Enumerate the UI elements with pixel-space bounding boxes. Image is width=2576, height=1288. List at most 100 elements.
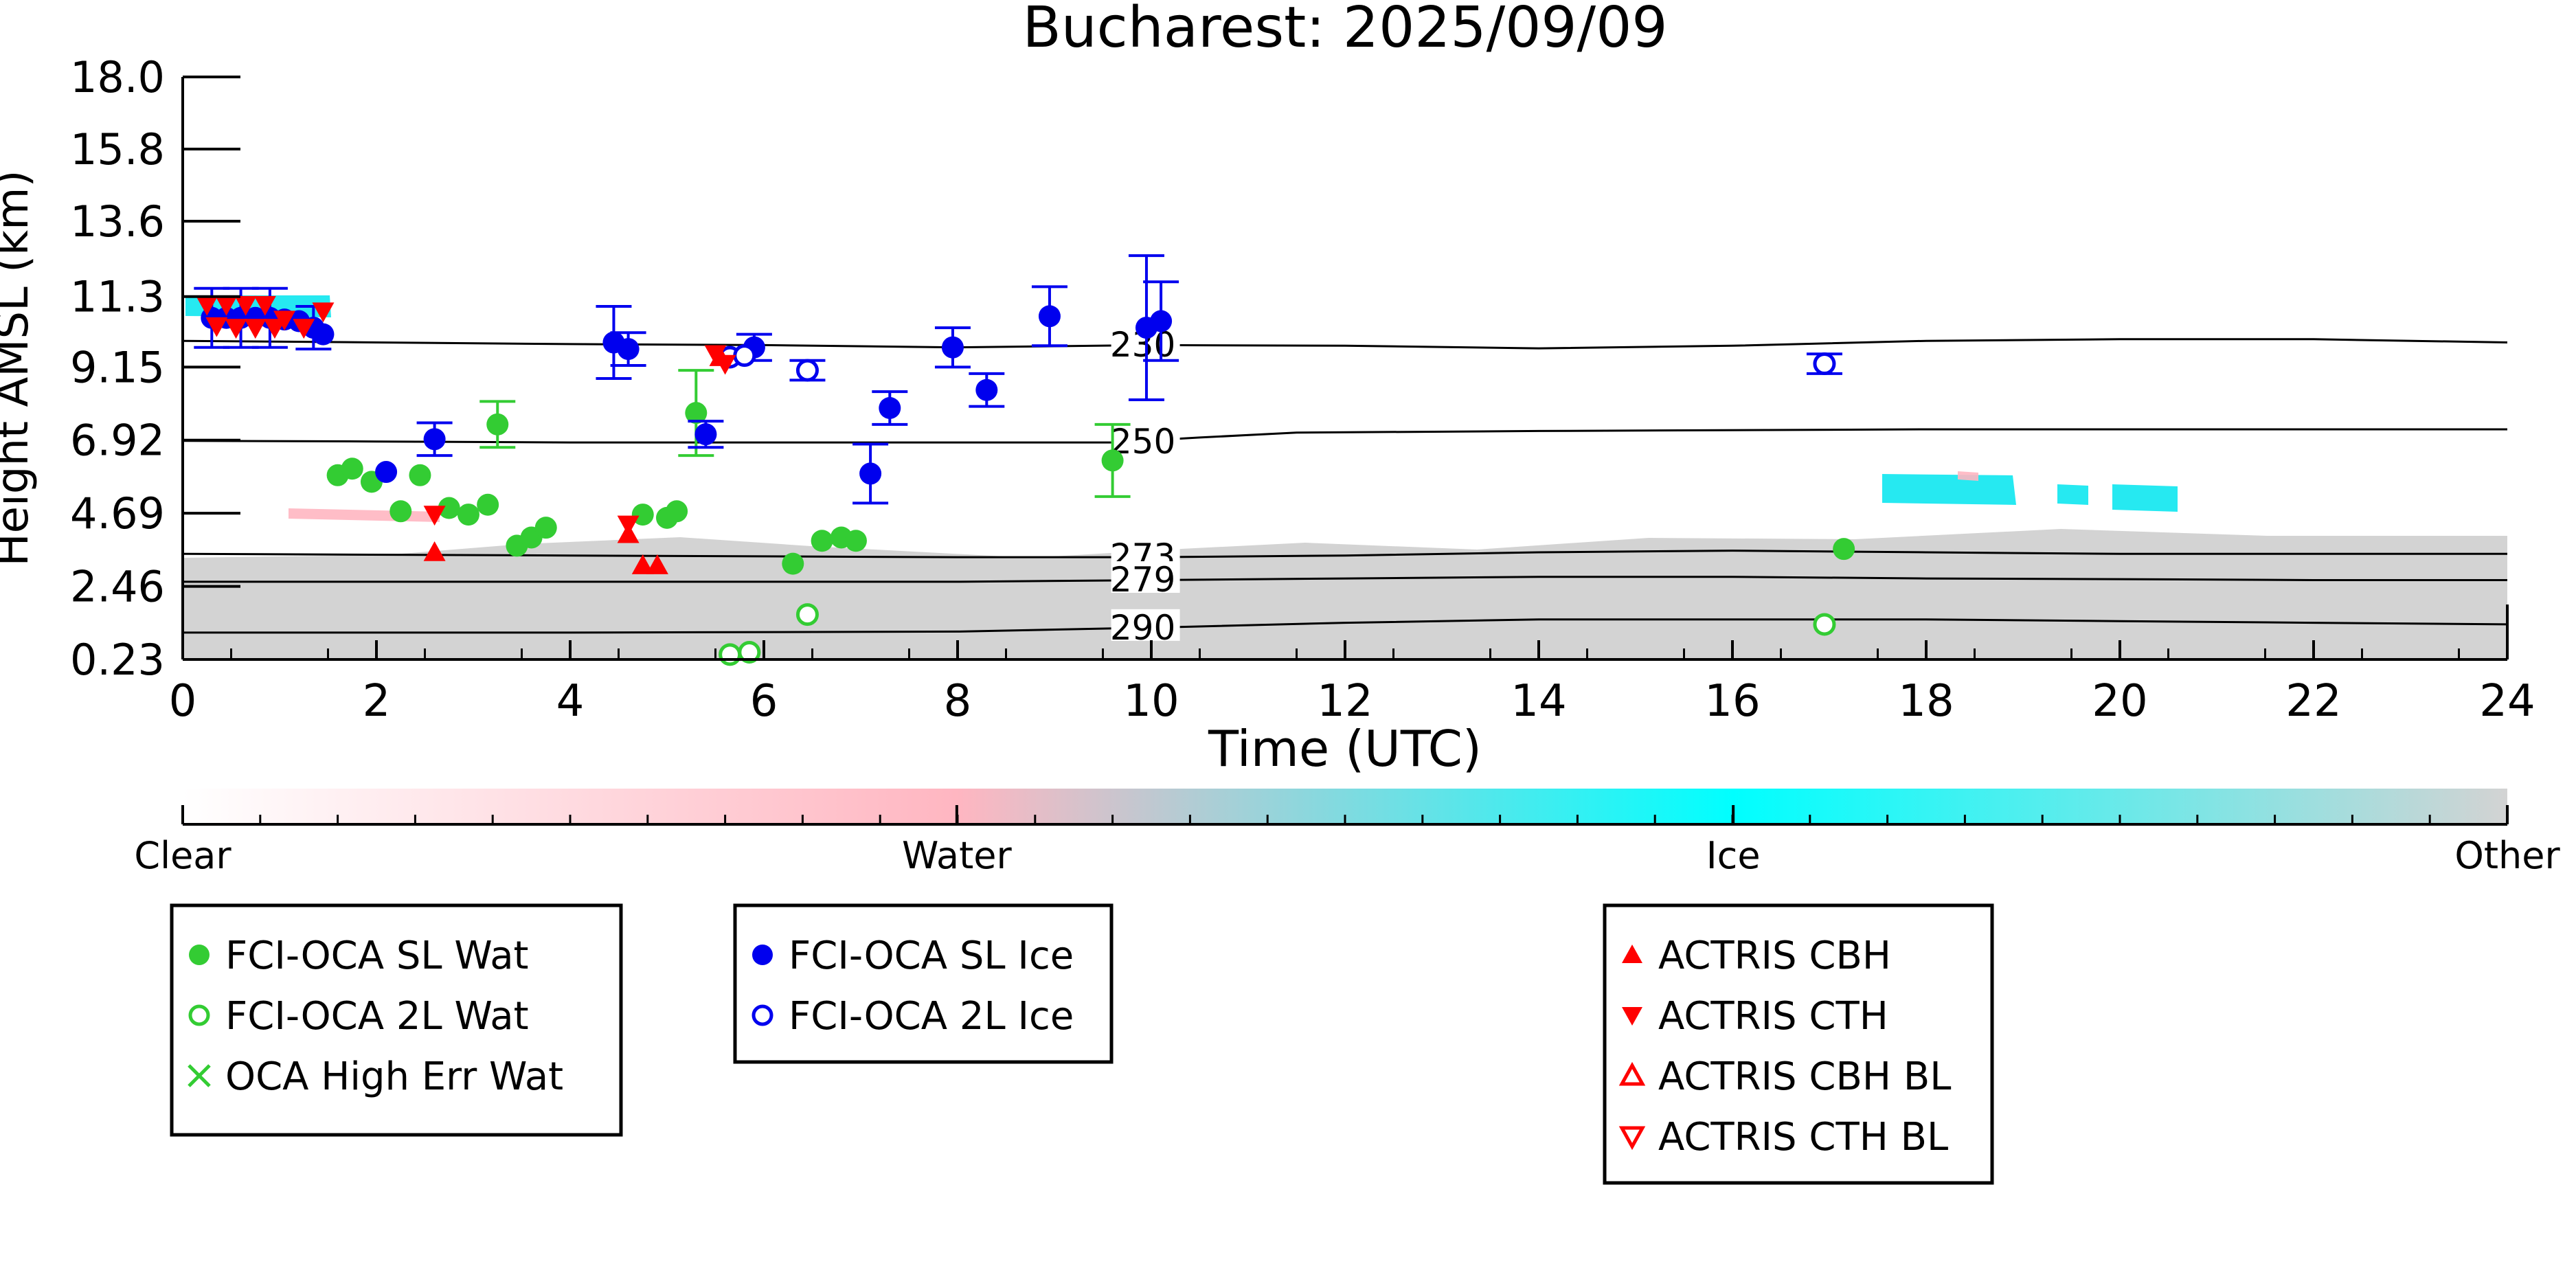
legend-marker: [1618, 1061, 1646, 1086]
data-point: [617, 515, 640, 536]
legend-frame: [170, 903, 623, 1137]
data-point: [795, 603, 819, 626]
legend-entry-label: ACTRIS CBH: [1658, 934, 1891, 978]
data-point: [1833, 538, 1855, 561]
data-point: [782, 552, 804, 575]
data-point: [389, 500, 412, 523]
legend-entry-label: FCI-OCA SL Ice: [789, 934, 1074, 978]
cloud-type-colorbar: Clear Water Ice Other: [134, 789, 2560, 877]
ice-cloud-region: [185, 295, 2178, 512]
data-point: [738, 641, 761, 664]
data-point: [534, 517, 557, 539]
x-tick-label: 18: [1898, 676, 1954, 727]
y-tick-label: 9.15: [70, 342, 165, 392]
x-tick-label: 12: [1317, 676, 1372, 727]
legend-entry-label: ACTRIS CTH BL: [1658, 1115, 1948, 1160]
data-point: [1150, 310, 1173, 332]
data-point: [423, 541, 446, 561]
series-actris-cth: [196, 295, 736, 536]
legend-marker: [1618, 1126, 1646, 1151]
x-tick-label: 16: [1704, 676, 1760, 727]
data-point: [196, 295, 218, 316]
data-point: [293, 319, 315, 339]
data-point: [312, 302, 335, 323]
data-point: [438, 497, 460, 519]
series-fci-oca-2l-ice: [719, 344, 1842, 382]
colorbar-ticks: [181, 805, 2509, 824]
legend-entry-label: ACTRIS CBH BL: [1658, 1054, 1951, 1099]
data-point: [1813, 613, 1836, 636]
legend-marker: [752, 945, 773, 965]
x-tick-label: 10: [1123, 676, 1179, 727]
data-point: [409, 464, 431, 486]
data-point: [646, 554, 668, 574]
data-point: [457, 504, 479, 526]
x-tick-label: 8: [944, 676, 972, 727]
data-point: [423, 428, 446, 451]
x-tick-label: 24: [2479, 676, 2535, 727]
contour-label-279: 279: [1110, 560, 1175, 600]
data-point: [215, 295, 238, 316]
data-point: [341, 457, 363, 480]
data-point: [685, 402, 708, 425]
data-point: [631, 504, 654, 526]
data-point: [263, 319, 286, 339]
data-point: [375, 461, 398, 484]
legend-marker: [1622, 945, 1642, 963]
y-tick-label: 6.92: [70, 416, 165, 466]
legend-marker: [188, 1064, 211, 1087]
data-point: [273, 310, 296, 331]
legend-box-3: ACTRIS CBH ACTRIS CTH ACTRIS CBH BL ACTRIS …: [1603, 903, 1994, 1185]
data-point: [617, 338, 640, 361]
data-point: [486, 413, 509, 436]
data-point: [234, 295, 257, 316]
data-point: [975, 379, 998, 401]
data-point: [811, 530, 833, 552]
series-fci-oca-sl-wat: [326, 369, 1855, 575]
contour-label-bg: [1111, 561, 1180, 593]
legend-box-2: FCI-OCA SL Ice FCI-OCA 2L Ice: [733, 903, 1114, 1064]
data-point: [244, 319, 267, 339]
data-point: [694, 423, 717, 446]
y-tick-label: 4.69: [70, 488, 165, 539]
colorbar-label-ice: Ice: [1706, 834, 1761, 877]
legends: FCI-OCA SL Wat FCI-OCA 2L Wat OCA High Err…: [170, 903, 1994, 1185]
series-fci-oca-2l-wat: [719, 603, 1836, 666]
data-point: [666, 500, 688, 523]
legend-frame: [733, 903, 1114, 1064]
data-point: [205, 317, 228, 337]
y-tick-label: 13.6: [70, 196, 165, 247]
data-point: [253, 295, 276, 316]
legend-frame: [1603, 903, 1994, 1185]
colorbar-label-water: Water: [902, 834, 1012, 877]
x-axis-label: Time (UTC): [1208, 720, 1482, 778]
legend-marker: [752, 1004, 773, 1026]
legend-entry-label: ACTRIS CTH: [1658, 994, 1888, 1039]
other-cloud-region: [183, 529, 2507, 659]
x-tick-label: 4: [556, 676, 585, 727]
data-point: [941, 336, 964, 359]
contour-line-273: [182, 550, 2507, 558]
legend-entry-label: FCI-OCA 2L Wat: [225, 994, 529, 1039]
y-axis-label: Height AMSL (km): [0, 170, 38, 567]
data-point: [719, 643, 742, 666]
data-point: [631, 554, 654, 574]
legend-entry-label: OCA High Err Wat: [225, 1054, 563, 1099]
data-point: [1038, 305, 1061, 328]
contour-line-230: [182, 338, 2508, 350]
contour-line-250: [182, 428, 2507, 444]
water-cloud-region: [289, 471, 1978, 522]
legend-marker: [189, 945, 210, 965]
contour-label-290: 290: [1110, 608, 1175, 648]
colorbar-label-other: Other: [2454, 834, 2560, 877]
y-tick-label: 18.0: [70, 52, 165, 102]
data-point: [733, 344, 756, 368]
contour-label-bg: [1111, 423, 1180, 455]
y-tick-label: 11.3: [70, 272, 165, 322]
data-point: [225, 319, 247, 339]
legend-entry-label: FCI-OCA SL Wat: [225, 934, 529, 978]
contour-line-290: [183, 618, 2508, 634]
x-tick-label: 22: [2285, 676, 2341, 727]
